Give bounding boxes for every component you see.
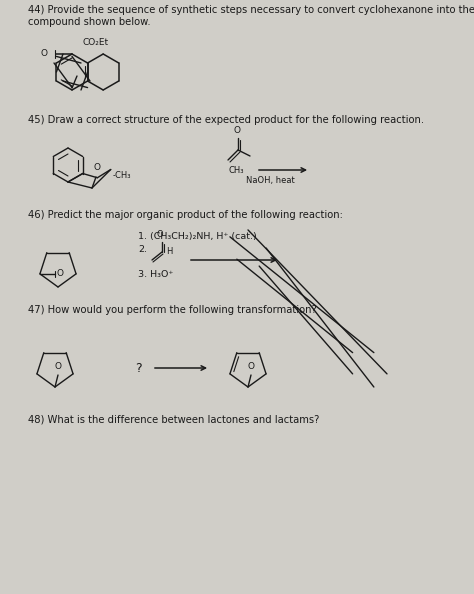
Text: O: O: [247, 362, 255, 371]
Text: 2.: 2.: [138, 245, 147, 254]
Text: O: O: [93, 163, 100, 172]
Text: 44) Provide the sequence of synthetic steps necessary to convert cyclohexanone i: 44) Provide the sequence of synthetic st…: [28, 5, 474, 27]
Text: 47) How would you perform the following transformation?: 47) How would you perform the following …: [28, 305, 317, 315]
Text: CO₂Et: CO₂Et: [83, 38, 109, 47]
Text: CH₃: CH₃: [228, 166, 244, 175]
Text: O: O: [57, 269, 64, 279]
Text: H: H: [166, 247, 173, 255]
Text: 45) Draw a correct structure of the expected product for the following reaction.: 45) Draw a correct structure of the expe…: [28, 115, 424, 125]
Text: O: O: [55, 362, 62, 371]
Text: 1. (CH₃CH₂)₂NH, H⁺ (cat.): 1. (CH₃CH₂)₂NH, H⁺ (cat.): [138, 232, 257, 241]
Text: O: O: [41, 49, 48, 58]
Text: O: O: [157, 230, 164, 239]
Text: -CH₃: -CH₃: [113, 172, 131, 181]
Text: O: O: [234, 126, 240, 135]
Text: 3. H₃O⁺: 3. H₃O⁺: [138, 270, 173, 279]
Text: 48) What is the difference between lactones and lactams?: 48) What is the difference between lacto…: [28, 415, 319, 425]
Text: ?: ?: [135, 362, 141, 374]
Text: NaOH, heat: NaOH, heat: [246, 176, 294, 185]
Text: 46) Predict the major organic product of the following reaction:: 46) Predict the major organic product of…: [28, 210, 343, 220]
